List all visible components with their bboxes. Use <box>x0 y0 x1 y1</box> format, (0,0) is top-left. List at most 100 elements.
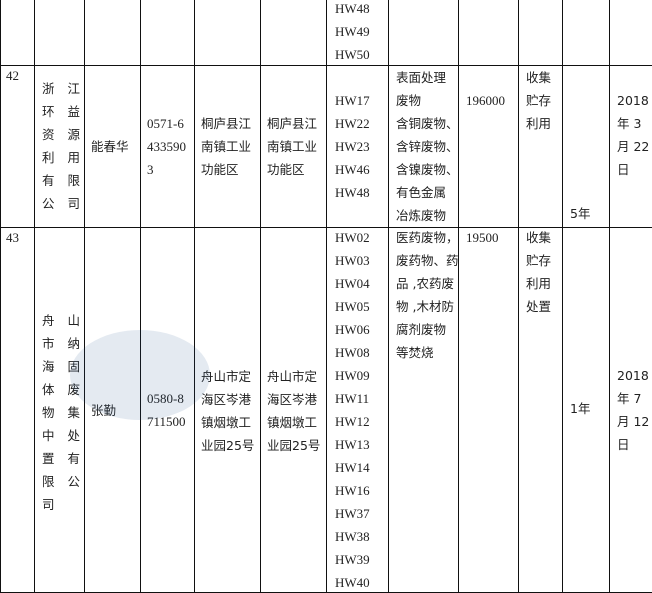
phone-line: 0571-6 <box>147 116 184 131</box>
license-term: 1年 <box>570 397 590 420</box>
column-divider <box>0 0 1 593</box>
capacity: 196000 <box>466 89 505 112</box>
operation-mode-line: 贮存 <box>526 253 552 268</box>
waste-categories-line: 含锌废物、 <box>396 139 459 154</box>
hw-codes-line: HW08 <box>335 345 370 360</box>
row-divider <box>0 227 652 228</box>
waste-categories-line: 含镍废物、 <box>396 162 459 177</box>
waste-categories-line: 含铜废物、 <box>396 116 459 131</box>
operation-mode-line: 收集 <box>526 230 552 245</box>
capacity-line: 19500 <box>466 230 499 245</box>
company-name: 舟山市纳海固体废物集中处置有限公司 <box>42 309 80 516</box>
hw-codes-line: HW48 <box>335 1 370 16</box>
hw-codes-line: HW11 <box>335 391 370 406</box>
site-address: 舟山市定 海区岑港 镇烟墩工 业园25号 <box>267 365 320 457</box>
contact-name-line: 能春华 <box>91 139 129 154</box>
column-divider <box>260 0 261 593</box>
contact-name-line: 张勤 <box>91 403 117 418</box>
issue-date: 2018 年 3 月 22 日 <box>617 89 649 181</box>
hw-codes-line: HW13 <box>335 437 370 452</box>
row-number-line: 43 <box>6 230 19 245</box>
issue-date-line: 2018 <box>617 368 649 383</box>
waste-categories-line: 腐剂废物 <box>396 322 447 337</box>
waste-categories-line: 冶炼废物 <box>396 208 447 223</box>
waste-categories-line: 有色金属 <box>396 185 447 200</box>
company-name-line: 海固 <box>42 359 80 374</box>
hw-codes-line: HW48 <box>335 185 370 200</box>
company-name-line: 浙江 <box>42 81 80 96</box>
issue-date-line: 年 3 <box>617 116 642 131</box>
waste-categories: 医药废物， 废药物、药品 ,农药废物 ,木材防 腐剂废物 等焚烧 <box>396 226 459 364</box>
waste-categories-line: 物 ,木材防 <box>396 299 454 314</box>
column-divider <box>388 0 389 593</box>
company-name-line: 资源 <box>42 127 80 142</box>
row-number: 42 <box>6 64 19 87</box>
operation-mode-line: 收集 <box>526 70 552 85</box>
company-name-line: 利用 <box>42 150 80 165</box>
phone-line: 711500 <box>147 414 186 429</box>
hw-codes-line: HW38 <box>335 529 370 544</box>
address-line: 南镇工业 <box>201 139 252 154</box>
waste-categories-line: 医药废物， <box>396 230 459 245</box>
operation-mode-line: 利用 <box>526 276 552 291</box>
issue-date-line: 月 12 <box>617 414 650 429</box>
address-line: 镇烟墩工 <box>201 415 252 430</box>
waste-categories: 表面处理废物含铜废物、含锌废物、含镍废物、有色金属冶炼废物 <box>396 66 459 227</box>
column-divider <box>518 0 519 593</box>
hw-codes-line: HW03 <box>335 253 370 268</box>
hw-codes-line: HW05 <box>335 299 370 314</box>
operation-mode: 收集 贮存 利用 处置 <box>526 226 551 318</box>
hw-codes-line: HW22 <box>335 116 370 131</box>
issue-date-line: 年 7 <box>617 391 642 406</box>
address-line: 舟山市定 <box>201 369 252 384</box>
issue-date: 2018 年 7 月 12 日 <box>617 364 649 456</box>
column-divider <box>562 0 563 593</box>
hw-codes-line: HW12 <box>335 414 370 429</box>
address-line: 桐庐县江 <box>201 116 252 131</box>
company-name-line: 环益 <box>42 104 80 119</box>
phone: 0580-8 711500 <box>147 387 186 433</box>
hw-codes-line: HW50 <box>335 47 370 62</box>
phone-line: 433590 <box>147 139 186 154</box>
column-divider <box>326 0 327 593</box>
hw-codes: HW48 HW49 HW50 <box>335 0 370 66</box>
company-name-line: 置有 <box>42 451 80 466</box>
company-name-line: 体废 <box>42 382 80 397</box>
column-divider <box>458 0 459 593</box>
phone-line: 3 <box>147 162 154 177</box>
contact-name: 张勤 <box>91 399 116 422</box>
hw-codes-line: HW02 <box>335 230 370 245</box>
license-term: 5年 <box>570 202 590 225</box>
waste-categories-line: 表面处理 <box>396 70 447 85</box>
waste-categories-line: 等焚烧 <box>396 345 434 360</box>
company-name-line: 司 <box>42 497 55 512</box>
waste-categories-line: 品 ,农药废 <box>396 276 454 291</box>
row-number-line: 42 <box>6 68 19 83</box>
company-name-line: 公司 <box>42 196 80 211</box>
row-number: 43 <box>6 226 19 249</box>
company-name: 浙江环益资源利用有限公司 <box>42 77 80 215</box>
hw-codes: HW02 HW03 HW04 HW05 HW06 HW08 HW09 HW11 HW12 HW13… <box>335 226 370 593</box>
site-address: 桐庐县江 南镇工业 功能区 <box>267 112 317 181</box>
site-address-line: 海区岑港 <box>267 392 318 407</box>
row-divider <box>0 65 652 66</box>
license-term-line: 1年 <box>570 401 591 416</box>
column-divider <box>609 0 610 593</box>
hw-codes-line: HW17 <box>335 93 370 108</box>
hw-codes-line: HW06 <box>335 322 370 337</box>
site-address-line: 南镇工业 <box>267 139 318 154</box>
issue-date-line: 日 <box>617 162 630 177</box>
company-name-line: 中处 <box>42 428 80 443</box>
column-divider <box>34 0 35 593</box>
operation-mode-line: 处置 <box>526 299 552 314</box>
site-address-line: 桐庐县江 <box>267 116 318 131</box>
hw-codes-line: HW39 <box>335 552 370 567</box>
address-line: 海区岑港 <box>201 392 252 407</box>
company-name-line: 市纳 <box>42 336 80 351</box>
site-address-line: 业园25号 <box>267 438 321 453</box>
company-name-line: 有限 <box>42 173 80 188</box>
issue-date-line: 2018 <box>617 93 649 108</box>
waste-categories-line: 废物 <box>396 93 422 108</box>
operation-mode-line: 贮存 <box>526 93 552 108</box>
company-name-line: 限公 <box>42 474 80 489</box>
